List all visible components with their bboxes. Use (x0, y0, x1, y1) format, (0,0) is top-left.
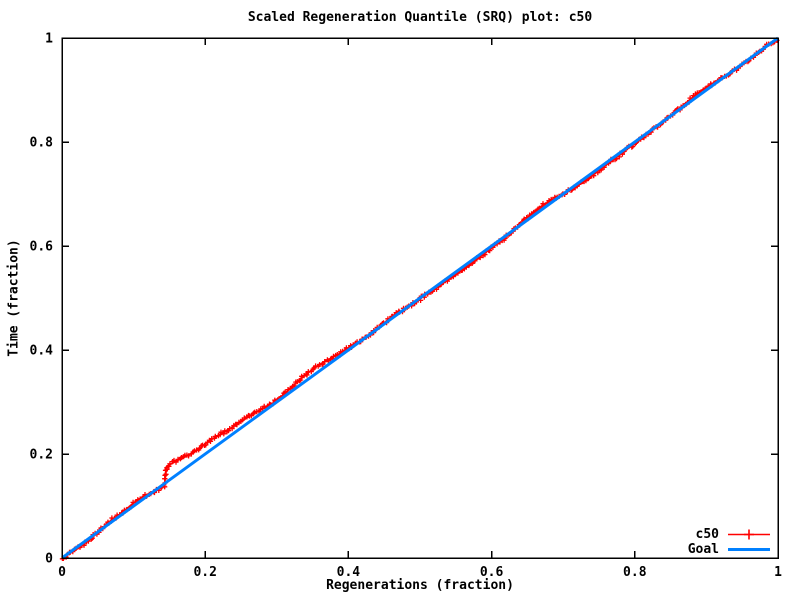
y-tick-label: 0.8 (30, 136, 54, 151)
y-tick-label: 0 (45, 552, 53, 567)
y-tick-label: 0.6 (30, 240, 54, 255)
x-tick-label: 0.2 (193, 565, 216, 580)
y-tick-label: 0.4 (30, 344, 54, 359)
series-group (59, 36, 780, 561)
y-tick-label: 1 (45, 32, 53, 47)
legend-entry-c50: c50 (696, 528, 771, 541)
x-axis-label: Regenerations (fraction) (326, 578, 514, 593)
plot-border (61, 37, 779, 559)
x-tick-label: 1 (774, 565, 782, 580)
y-tick-label: 0.2 (30, 448, 53, 463)
legend-label-goal: Goal (687, 542, 719, 557)
chart-title: Scaled Regeneration Quantile (SRQ) plot:… (247, 10, 593, 25)
x-tick-label: 0 (58, 565, 66, 580)
x-tick-label: 0.4 (337, 565, 361, 580)
legend-sample-c50-icon (728, 529, 770, 540)
series-goal-line (61, 36, 779, 560)
x-tick-label: 0.6 (480, 565, 504, 580)
legend-entry-goal: Goal (688, 543, 771, 556)
legend-label-c50: c50 (695, 527, 719, 542)
legend-sample-goal-icon (728, 548, 770, 551)
x-tick-label: 0.8 (623, 565, 647, 580)
